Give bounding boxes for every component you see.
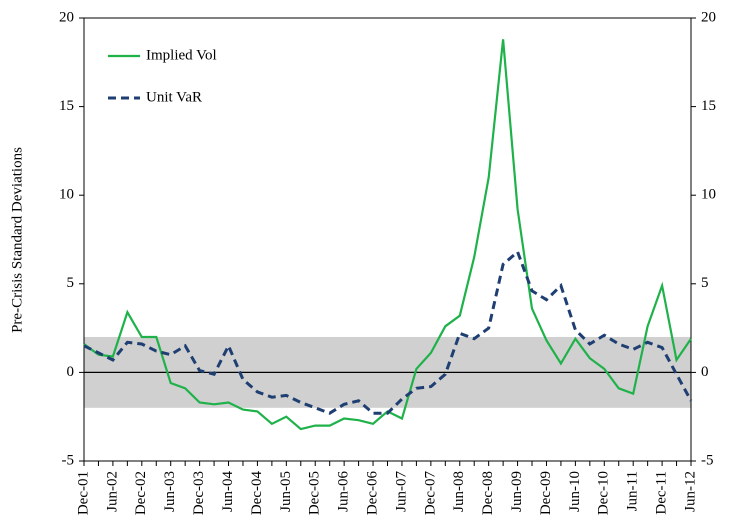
x-tick-label: Dec-04 xyxy=(249,471,265,516)
y-tick-label: 10 xyxy=(59,187,74,203)
x-tick-label: Jun-10 xyxy=(567,471,583,512)
y2-tick-label: 20 xyxy=(701,9,716,25)
x-tick-label: Dec-02 xyxy=(133,471,149,515)
x-tick-label: Jun-05 xyxy=(278,471,294,512)
x-tick-label: Jun-08 xyxy=(451,471,467,512)
x-tick-label: Jun-07 xyxy=(393,471,409,512)
x-tick-label: Dec-01 xyxy=(75,471,91,515)
x-tick-label: Jun-11 xyxy=(625,471,641,511)
x-tick-label: Jun-04 xyxy=(220,471,236,512)
y2-tick-label: -5 xyxy=(701,452,714,468)
legend-label: Unit VaR xyxy=(146,89,202,105)
x-tick-label: Dec-10 xyxy=(596,471,612,515)
legend-label: Implied Vol xyxy=(146,47,217,63)
y-tick-label: 0 xyxy=(67,364,75,380)
x-tick-label: Dec-08 xyxy=(480,471,496,515)
x-tick-label: Dec-07 xyxy=(422,471,438,516)
x-tick-label: Dec-03 xyxy=(191,471,207,515)
x-tick-label: Jun-02 xyxy=(104,471,120,512)
x-tick-label: Jun-12 xyxy=(682,471,698,512)
x-tick-label: Dec-06 xyxy=(364,471,380,516)
y-tick-label: 15 xyxy=(59,98,74,114)
y-tick-label: 5 xyxy=(67,275,75,291)
x-tick-label: Jun-06 xyxy=(336,471,352,512)
series-line xyxy=(83,249,693,415)
y-axis-label: Pre-Crisis Standard Deviations xyxy=(9,147,25,333)
y-tick-label: 20 xyxy=(59,9,74,25)
x-tick-label: Dec-11 xyxy=(654,471,670,515)
y2-tick-label: 0 xyxy=(701,364,709,380)
y2-tick-label: 15 xyxy=(701,98,716,114)
y-tick-label: -5 xyxy=(62,452,75,468)
x-tick-label: Jun-03 xyxy=(162,471,178,512)
y2-tick-label: 5 xyxy=(701,275,709,291)
x-tick-label: Dec-05 xyxy=(307,471,323,515)
x-tick-label: Dec-09 xyxy=(538,471,554,515)
x-tick-label: Jun-09 xyxy=(509,471,525,512)
y2-tick-label: 10 xyxy=(701,187,716,203)
